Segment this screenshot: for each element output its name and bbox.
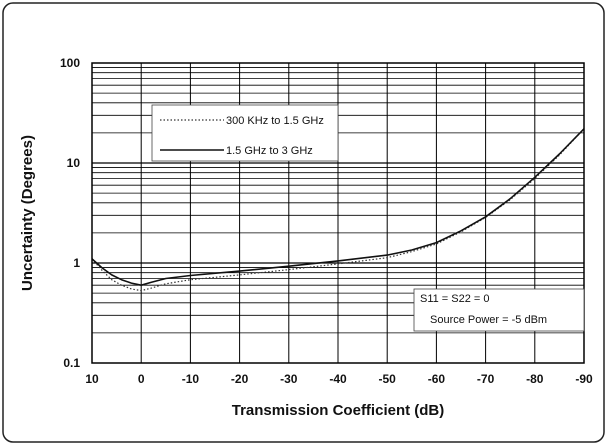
x-tick-label-7: -60	[428, 372, 446, 386]
plot-area-border	[91, 62, 585, 364]
x-tick-label-5: -40	[329, 372, 347, 386]
legend-box	[151, 104, 339, 162]
x-tick-label-3: -20	[231, 372, 249, 386]
x-tick-label-9: -80	[526, 372, 544, 386]
series-line-2	[91, 128, 585, 287]
x-tick-label-4: -30	[280, 372, 298, 386]
y-tick-label-3: 100	[60, 56, 80, 70]
x-tick-label-1: 0	[138, 372, 145, 386]
conditions-box-frame	[413, 288, 585, 332]
x-tick-label-6: -50	[379, 372, 397, 386]
y-axis-title: Uncertainty (Degrees)	[19, 135, 36, 291]
legend: 300 KHz to 1.5 GHz 1.5 GHz to 3 GHz	[151, 104, 339, 162]
legend-label-series-2: 1.5 GHz to 3 GHz	[226, 145, 313, 157]
conditions-box: S11 = S22 = 0 Source Power = -5 dBm	[413, 288, 585, 332]
y-tick-label-2: 10	[67, 156, 81, 170]
y-tick-label-1: 1	[73, 256, 80, 270]
x-tick-label-8: -70	[477, 372, 495, 386]
legend-label-series-1: 300 KHz to 1.5 GHz	[226, 115, 324, 127]
x-axis-title: Transmission Coefficient (dB)	[232, 402, 445, 419]
series-line-1	[91, 128, 585, 292]
x-tick-label-0: 10	[85, 372, 99, 386]
annotation-source-power: Source Power = -5 dBm	[430, 314, 547, 326]
x-tick-label-2: -10	[182, 372, 200, 386]
annotation-s-params: S11 = S22 = 0	[420, 293, 490, 305]
series-layer	[91, 128, 585, 292]
y-tick-label-0: 0.1	[63, 356, 80, 370]
x-tick-label-10: -90	[575, 372, 593, 386]
